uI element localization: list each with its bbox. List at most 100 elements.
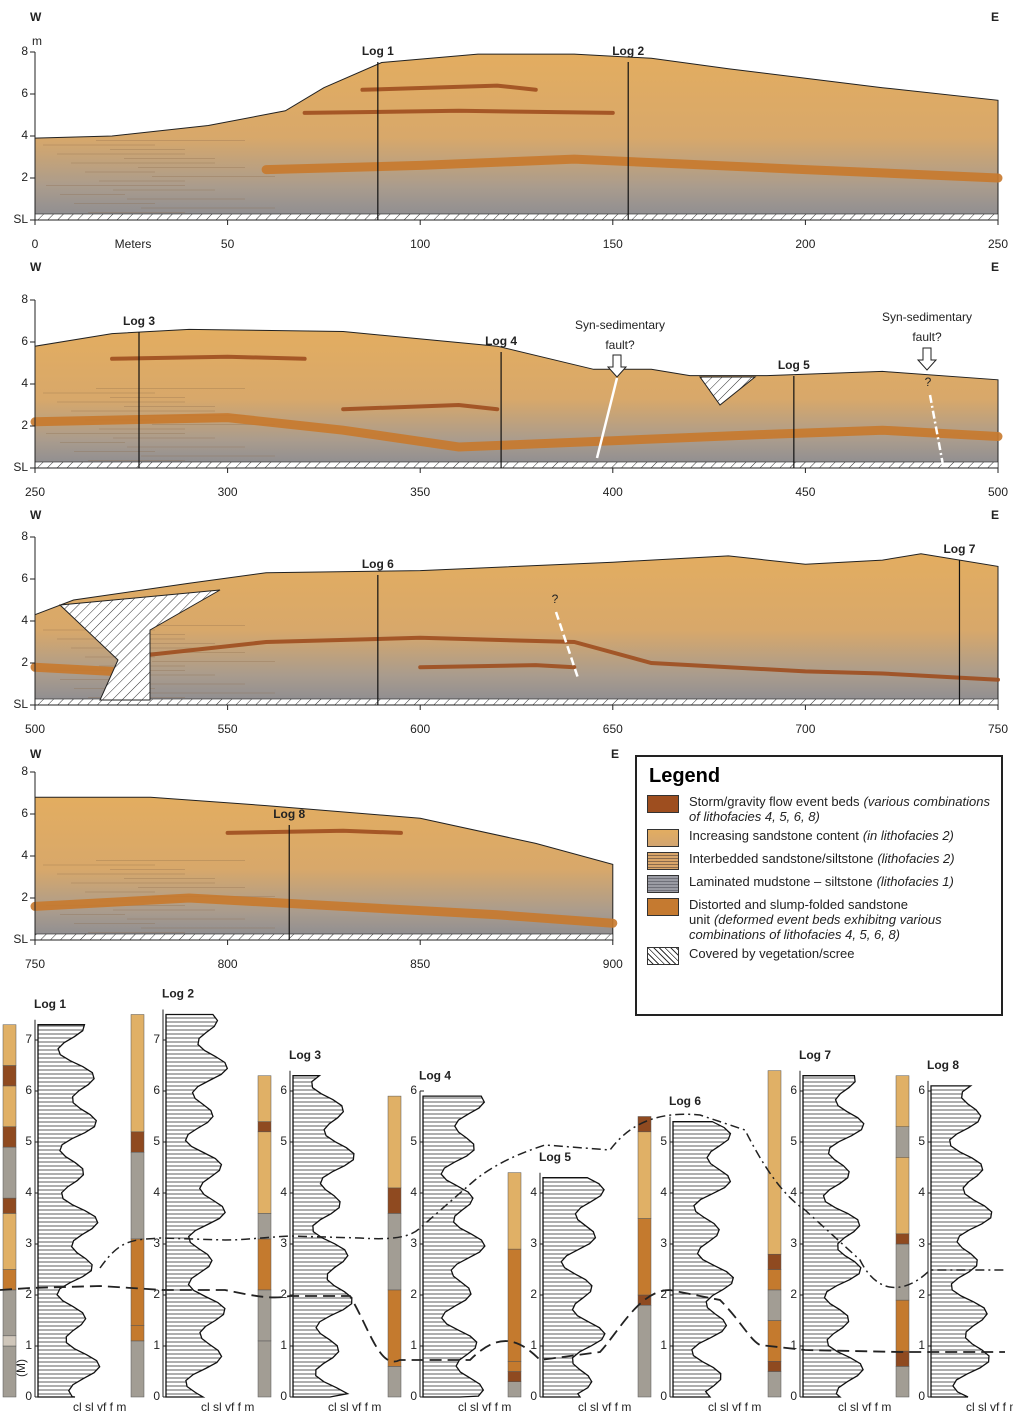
x-tick-label: 600 <box>410 722 430 736</box>
log-tick-label: 0 <box>25 1389 32 1403</box>
west-label: W <box>30 747 42 761</box>
log-tick-label: 0 <box>790 1389 797 1403</box>
x-title: Meters <box>115 237 152 251</box>
facies-strip <box>3 1127 16 1147</box>
y-tick-label: SL <box>13 460 28 474</box>
facies-strip <box>388 1096 401 1188</box>
x-tick-label: 650 <box>603 722 623 736</box>
legend-swatch <box>647 947 679 965</box>
facies-strip <box>3 1025 16 1066</box>
facies-strip <box>131 1152 144 1239</box>
x-tick-label: 450 <box>795 485 815 499</box>
y-tick-label: 6 <box>21 334 28 348</box>
x-tick-label: 50 <box>221 237 235 251</box>
facies-strip <box>258 1122 271 1132</box>
log-tick-label: 4 <box>530 1185 537 1199</box>
legend-item: Storm/gravity flow event beds(various co… <box>647 794 991 824</box>
log-column <box>673 1122 733 1397</box>
log-tick-label: 2 <box>410 1287 417 1301</box>
legend-label: Interbedded sandstone/siltstone <box>689 851 873 866</box>
facies-strip <box>896 1366 909 1397</box>
log-tick-label: 2 <box>530 1287 537 1301</box>
west-label: W <box>30 10 42 24</box>
log-tick-label: 0 <box>660 1389 667 1403</box>
facies-strip <box>638 1219 651 1296</box>
log-column <box>423 1096 485 1397</box>
log-tick-label: 3 <box>280 1236 287 1250</box>
x-tick-label: 0 <box>32 237 39 251</box>
log-tick-label: 0 <box>530 1389 537 1403</box>
legend-text: Distorted and slump-folded sandstone uni… <box>689 897 991 942</box>
log-tick-label: 3 <box>660 1236 667 1250</box>
log-column <box>38 1025 100 1397</box>
x-tick-label: 350 <box>410 485 430 499</box>
log-label: Log 7 <box>943 542 975 556</box>
x-tick-label: 750 <box>988 722 1008 736</box>
log-label: Log 4 <box>419 1068 451 1082</box>
facies-strip <box>896 1351 909 1366</box>
log-label: Log 8 <box>273 807 305 821</box>
x-tick-label: 700 <box>795 722 815 736</box>
y-tick-label: 8 <box>21 764 28 778</box>
log-tick-label: 5 <box>918 1134 925 1148</box>
annotation: ? <box>925 375 932 389</box>
legend-title: Legend <box>649 765 991 788</box>
annotation: Syn-sedimentary <box>575 318 665 332</box>
legend-note: (in lithofacies 2) <box>863 828 954 843</box>
x-tick-label: 550 <box>218 722 238 736</box>
log-tick-label: 0 <box>153 1389 160 1403</box>
log-tick-label: 1 <box>280 1338 287 1352</box>
log-label: Log 1 <box>34 997 66 1011</box>
facies-strip <box>131 1239 144 1326</box>
log-tick-label: 1 <box>530 1338 537 1352</box>
facies-strip <box>131 1341 144 1397</box>
log-label: Log 3 <box>289 1048 321 1062</box>
facies-strip <box>896 1157 909 1234</box>
legend-swatch <box>647 795 679 813</box>
grain-labels: cl sl vf f m <box>966 1400 1013 1414</box>
scree <box>35 934 613 940</box>
annotation: fault? <box>912 330 942 344</box>
log-tick-label: 2 <box>25 1287 32 1301</box>
legend-text: Interbedded sandstone/siltstone (lithofac… <box>689 851 955 866</box>
log-tick-label: 0 <box>918 1389 925 1403</box>
facies-strip <box>3 1086 16 1127</box>
y-tick-label: 6 <box>21 86 28 100</box>
x-tick-label: 250 <box>988 237 1008 251</box>
log-tick-label: 2 <box>918 1287 925 1301</box>
log-tick-label: 2 <box>660 1287 667 1301</box>
y-tick-label: 2 <box>21 655 28 669</box>
y-tick-label: 2 <box>21 418 28 432</box>
facies-strip <box>258 1076 271 1122</box>
log-tick-label: 2 <box>790 1287 797 1301</box>
log-label: Log 2 <box>162 987 194 1001</box>
log-label: Log 4 <box>485 334 517 348</box>
annotation: fault? <box>605 338 635 352</box>
event-bed <box>35 667 112 671</box>
legend-text: Covered by vegetation/scree <box>689 946 854 961</box>
annotation: ? <box>552 592 559 606</box>
y-tick-label: 8 <box>21 292 28 306</box>
log-tick-label: 6 <box>918 1083 925 1097</box>
event-bed <box>228 831 401 833</box>
facies-strip <box>3 1270 16 1290</box>
facies-strip <box>3 1198 16 1213</box>
log-tick-label: 5 <box>25 1134 32 1148</box>
log-tick-label: 3 <box>410 1236 417 1250</box>
log-tick-label: 7 <box>153 1032 160 1046</box>
legend-label: Laminated mudstone – siltstone <box>689 874 873 889</box>
legend-note: (lithofacies 2) <box>877 851 954 866</box>
legend-item: Interbedded sandstone/siltstone (lithofac… <box>647 851 991 870</box>
facies-strip <box>768 1361 781 1371</box>
facies-strip <box>3 1066 16 1086</box>
log-label: Log 8 <box>927 1058 959 1072</box>
scree <box>35 462 998 468</box>
facies-strip <box>258 1132 271 1214</box>
log-label: Log 6 <box>669 1094 701 1108</box>
y-tick-label: 4 <box>21 613 28 627</box>
log-tick-label: 4 <box>918 1185 925 1199</box>
facies-strip <box>768 1290 781 1321</box>
log-tick-label: 3 <box>790 1236 797 1250</box>
x-tick-label: 900 <box>603 957 623 971</box>
legend-swatch <box>647 852 679 870</box>
